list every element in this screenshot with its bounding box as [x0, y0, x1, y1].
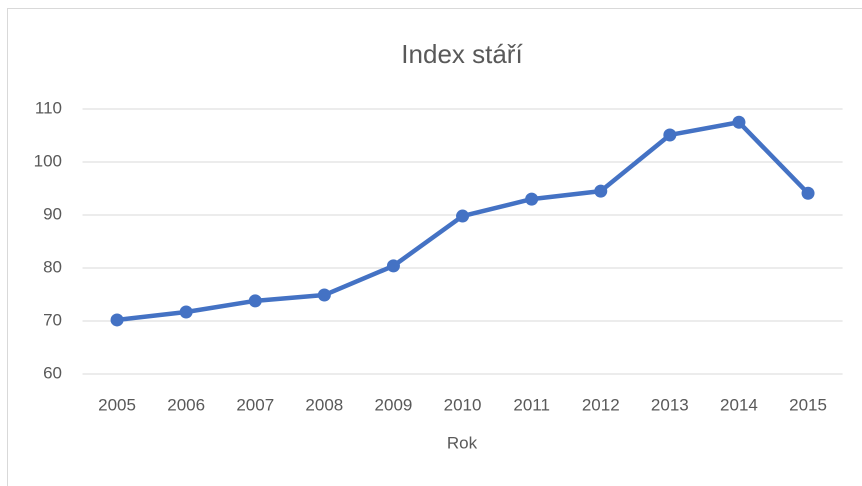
- x-axis-label: Rok: [447, 433, 478, 452]
- data-point: [594, 184, 608, 198]
- data-point: [801, 186, 815, 200]
- x-tick-label: 2005: [98, 395, 136, 414]
- data-point: [179, 305, 193, 319]
- x-tick-label: 2007: [236, 395, 274, 414]
- y-tick-label: 90: [43, 204, 62, 223]
- data-point: [317, 288, 331, 302]
- data-point: [525, 192, 539, 206]
- x-tick-label: 2009: [375, 395, 413, 414]
- y-tick-label: 70: [43, 310, 62, 329]
- y-tick-label: 60: [43, 363, 62, 382]
- data-point: [663, 128, 677, 142]
- y-tick-label: 100: [34, 151, 62, 170]
- data-point: [248, 294, 262, 308]
- x-tick-label: 2014: [720, 395, 758, 414]
- y-tick-label: 80: [43, 257, 62, 276]
- y-tick-label: 110: [35, 98, 62, 117]
- chart-frame: [7, 8, 862, 486]
- x-tick-label: 2011: [513, 395, 550, 414]
- data-point: [110, 313, 124, 327]
- x-tick-label: 2012: [582, 395, 620, 414]
- data-point: [732, 115, 746, 129]
- data-point: [386, 259, 400, 273]
- x-tick-label: 2015: [789, 395, 827, 414]
- x-tick-label: 2010: [444, 395, 482, 414]
- x-tick-label: 2013: [651, 395, 689, 414]
- x-tick-label: 2006: [167, 395, 205, 414]
- chart-title: Index stáří: [401, 39, 523, 69]
- x-tick-label: 2008: [305, 395, 343, 414]
- data-point: [456, 209, 470, 223]
